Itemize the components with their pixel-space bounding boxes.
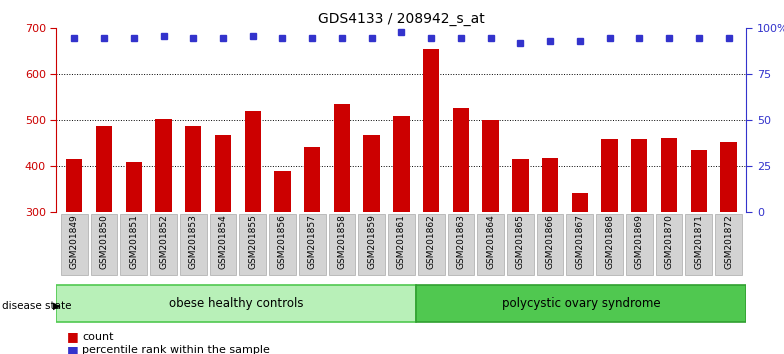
FancyBboxPatch shape [418,214,445,275]
Text: GSM201862: GSM201862 [426,214,436,269]
Text: GSM201863: GSM201863 [456,214,466,269]
Text: GSM201854: GSM201854 [219,214,227,269]
Text: GSM201849: GSM201849 [70,214,78,269]
Bar [572,193,588,212]
FancyBboxPatch shape [537,214,564,275]
FancyBboxPatch shape [328,214,355,275]
Text: GSM201871: GSM201871 [695,214,703,269]
Bar [631,139,648,212]
Text: GSM201872: GSM201872 [724,214,733,269]
Text: polycystic ovary syndrome: polycystic ovary syndrome [502,297,661,310]
FancyBboxPatch shape [715,214,742,275]
FancyBboxPatch shape [61,214,88,275]
FancyBboxPatch shape [91,214,118,275]
Text: GSM201865: GSM201865 [516,214,524,269]
Text: GSM201870: GSM201870 [665,214,673,269]
FancyBboxPatch shape [388,214,415,275]
Text: GSM201861: GSM201861 [397,214,406,269]
Text: GSM201853: GSM201853 [189,214,198,269]
Title: GDS4133 / 208942_s_at: GDS4133 / 208942_s_at [318,12,485,26]
Text: GSM201857: GSM201857 [307,214,317,269]
FancyBboxPatch shape [626,214,653,275]
Text: GSM201869: GSM201869 [635,214,644,269]
Text: ■: ■ [67,344,78,354]
Bar [245,111,261,212]
Text: count: count [82,332,114,342]
Text: ▶: ▶ [53,301,61,311]
Bar [155,119,172,212]
FancyBboxPatch shape [448,214,474,275]
FancyBboxPatch shape [239,214,266,275]
FancyBboxPatch shape [209,214,236,275]
FancyBboxPatch shape [269,214,296,275]
FancyBboxPatch shape [416,285,746,322]
Bar [512,160,528,212]
Text: GSM201856: GSM201856 [278,214,287,269]
Bar [66,160,82,212]
Text: obese healthy controls: obese healthy controls [169,297,303,310]
FancyBboxPatch shape [150,214,177,275]
FancyBboxPatch shape [596,214,623,275]
FancyBboxPatch shape [507,214,534,275]
Bar [274,171,291,212]
Bar [720,142,737,212]
FancyBboxPatch shape [299,214,325,275]
Text: GSM201850: GSM201850 [100,214,108,269]
FancyBboxPatch shape [358,214,385,275]
Text: ■: ■ [67,331,78,343]
Bar [601,139,618,212]
Bar [394,116,409,212]
Text: disease state: disease state [2,301,71,311]
Bar [661,138,677,212]
FancyBboxPatch shape [180,214,207,275]
Bar [96,126,112,212]
Bar [125,162,142,212]
Bar [364,135,379,212]
Text: GSM201866: GSM201866 [546,214,554,269]
Text: GSM201858: GSM201858 [337,214,347,269]
FancyBboxPatch shape [685,214,712,275]
Bar [542,158,558,212]
Text: GSM201852: GSM201852 [159,214,168,269]
Text: GSM201868: GSM201868 [605,214,614,269]
FancyBboxPatch shape [655,214,682,275]
Bar [185,126,201,212]
Text: GSM201859: GSM201859 [367,214,376,269]
Text: GSM201864: GSM201864 [486,214,495,269]
Text: GSM201855: GSM201855 [249,214,257,269]
Bar [304,147,321,212]
Bar [452,108,469,212]
FancyBboxPatch shape [567,214,593,275]
Bar [334,104,350,212]
Text: GSM201851: GSM201851 [129,214,138,269]
FancyBboxPatch shape [56,285,416,322]
Bar [215,135,231,212]
FancyBboxPatch shape [477,214,504,275]
Text: percentile rank within the sample: percentile rank within the sample [82,346,270,354]
Bar [691,150,707,212]
Text: GSM201867: GSM201867 [575,214,584,269]
Bar [423,49,439,212]
Bar [482,120,499,212]
FancyBboxPatch shape [121,214,147,275]
